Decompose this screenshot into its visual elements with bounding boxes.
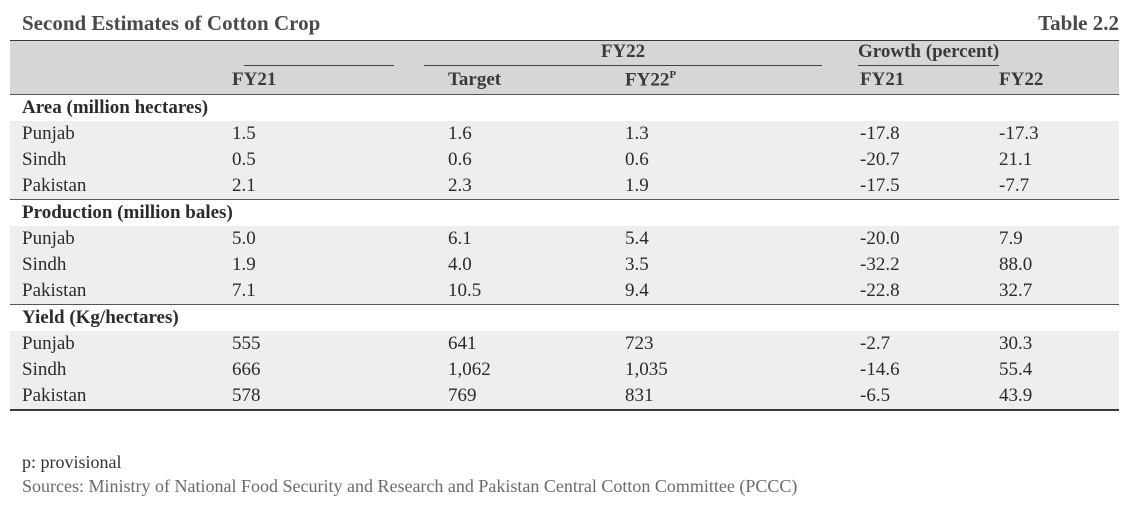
cell-fy21: 555 (208, 331, 424, 357)
table-row: Pakistan 578 769 831 -6.5 43.9 (10, 383, 1120, 411)
cell-fy22p: 0.6 (601, 147, 837, 173)
cell-growth-fy21: -22.8 (836, 278, 976, 305)
cell-growth-fy22: 21.1 (975, 147, 1120, 173)
table-notes: p: provisional Sources: Ministry of Nati… (22, 450, 797, 498)
header-blank-2 (10, 66, 208, 95)
cell-growth-fy22: -17.3 (975, 121, 1120, 147)
section-title: Area (million hectares) (10, 94, 1120, 121)
fy21-rule (244, 43, 394, 66)
header-group-fy22: FY22 (424, 41, 837, 66)
cell-target: 6.1 (424, 226, 601, 252)
row-label: Sindh (10, 147, 208, 173)
note-provisional: p: provisional (22, 452, 122, 472)
section-title: Production (million bales) (10, 199, 1120, 226)
table-title: Second Estimates of Cotton Crop (22, 11, 321, 35)
row-label: Pakistan (10, 383, 208, 411)
header-row-groups: FY22 Growth (percent) (10, 41, 1120, 66)
col-target: Target (424, 66, 601, 95)
cell-target: 10.5 (424, 278, 601, 305)
header-row-columns: FY21 Target FY22P FY21 FY22 (10, 66, 1120, 95)
section-row: Area (million hectares) (10, 94, 1120, 121)
cell-target: 4.0 (424, 252, 601, 278)
cell-target: 641 (424, 331, 601, 357)
cell-growth-fy21: -32.2 (836, 252, 976, 278)
cell-fy21: 666 (208, 357, 424, 383)
group-fy22-label: FY22 (424, 41, 823, 66)
section-row: Production (million bales) (10, 199, 1120, 226)
cell-growth-fy21: -20.7 (836, 147, 976, 173)
table-row: Sindh 0.5 0.6 0.6 -20.7 21.1 (10, 147, 1120, 173)
cell-fy22p: 831 (601, 383, 837, 411)
row-label: Sindh (10, 252, 208, 278)
table-body: Area (million hectares) Punjab 1.5 1.6 1.3 -1… (10, 94, 1120, 411)
cell-growth-fy22: -7.7 (975, 173, 1120, 200)
cell-fy21: 1.5 (208, 121, 424, 147)
row-label: Sindh (10, 357, 208, 383)
header-blank (10, 41, 208, 66)
cell-target: 1.6 (424, 121, 601, 147)
cell-fy22p: 1.3 (601, 121, 837, 147)
table-row: Punjab 5.0 6.1 5.4 -20.0 7.9 (10, 226, 1120, 252)
cell-fy21: 5.0 (208, 226, 424, 252)
cell-growth-fy21: -6.5 (836, 383, 976, 411)
table-row: Pakistan 2.1 2.3 1.9 -17.5 -7.7 (10, 173, 1120, 200)
group-growth-label: Growth (percent) (858, 41, 1000, 66)
table-row: Punjab 1.5 1.6 1.3 -17.8 -17.3 (10, 121, 1120, 147)
table-number: Table 2.2 (1038, 11, 1119, 35)
cell-growth-fy21: -17.8 (836, 121, 976, 147)
cell-fy22p: 3.5 (601, 252, 837, 278)
provisional-superscript: P (669, 68, 677, 81)
header-group-growth: Growth (percent) (836, 41, 1120, 66)
cell-growth-fy22: 88.0 (975, 252, 1120, 278)
row-label: Pakistan (10, 278, 208, 305)
table-row: Pakistan 7.1 10.5 9.4 -22.8 32.7 (10, 278, 1120, 305)
header-fy21-rule-cell (208, 41, 424, 66)
cotton-estimates-table: FY22 Growth (percent) FY21 Target FY22P … (10, 41, 1120, 411)
col-fy21: FY21 (208, 66, 424, 95)
cell-fy21: 2.1 (208, 173, 424, 200)
table-row: Sindh 666 1,062 1,035 -14.6 55.4 (10, 357, 1120, 383)
section-row: Yield (Kg/hectares) (10, 304, 1120, 331)
col-fy22p-label: FY22 (625, 69, 670, 91)
cell-fy22p: 1,035 (601, 357, 837, 383)
cell-growth-fy22: 43.9 (975, 383, 1120, 411)
table-row: Sindh 1.9 4.0 3.5 -32.2 88.0 (10, 252, 1120, 278)
cell-target: 0.6 (424, 147, 601, 173)
col-growth-fy21: FY21 (836, 66, 976, 95)
cell-growth-fy22: 55.4 (975, 357, 1120, 383)
cell-fy22p: 1.9 (601, 173, 837, 200)
table-row: Punjab 555 641 723 -2.7 30.3 (10, 331, 1120, 357)
cell-target: 769 (424, 383, 601, 411)
row-label: Pakistan (10, 173, 208, 200)
cell-fy22p: 9.4 (601, 278, 837, 305)
col-growth-fy22: FY22 (975, 66, 1120, 95)
cell-growth-fy22: 32.7 (975, 278, 1120, 305)
cotton-table-wrapper: FY22 Growth (percent) FY21 Target FY22P … (10, 41, 1120, 411)
section-title: Yield (Kg/hectares) (10, 304, 1120, 331)
row-label: Punjab (10, 121, 208, 147)
cell-target: 1,062 (424, 357, 601, 383)
cell-growth-fy21: -20.0 (836, 226, 976, 252)
cell-growth-fy21: -14.6 (836, 357, 976, 383)
cell-fy21: 7.1 (208, 278, 424, 305)
cell-growth-fy21: -17.5 (836, 173, 976, 200)
cell-fy22p: 5.4 (601, 226, 837, 252)
cell-fy21: 1.9 (208, 252, 424, 278)
note-sources: Sources: Ministry of National Food Secur… (22, 476, 798, 496)
cell-growth-fy21: -2.7 (836, 331, 976, 357)
cell-fy22p: 723 (601, 331, 837, 357)
cell-target: 2.3 (424, 173, 601, 200)
cell-growth-fy22: 7.9 (975, 226, 1120, 252)
row-label: Punjab (10, 331, 208, 357)
cell-growth-fy22: 30.3 (975, 331, 1120, 357)
row-label: Punjab (10, 226, 208, 252)
title-bar: Second Estimates of Cotton Crop Table 2.… (10, 6, 1119, 42)
col-fy22p: FY22P (601, 66, 837, 95)
cell-fy21: 578 (208, 383, 424, 411)
cell-fy21: 0.5 (208, 147, 424, 173)
